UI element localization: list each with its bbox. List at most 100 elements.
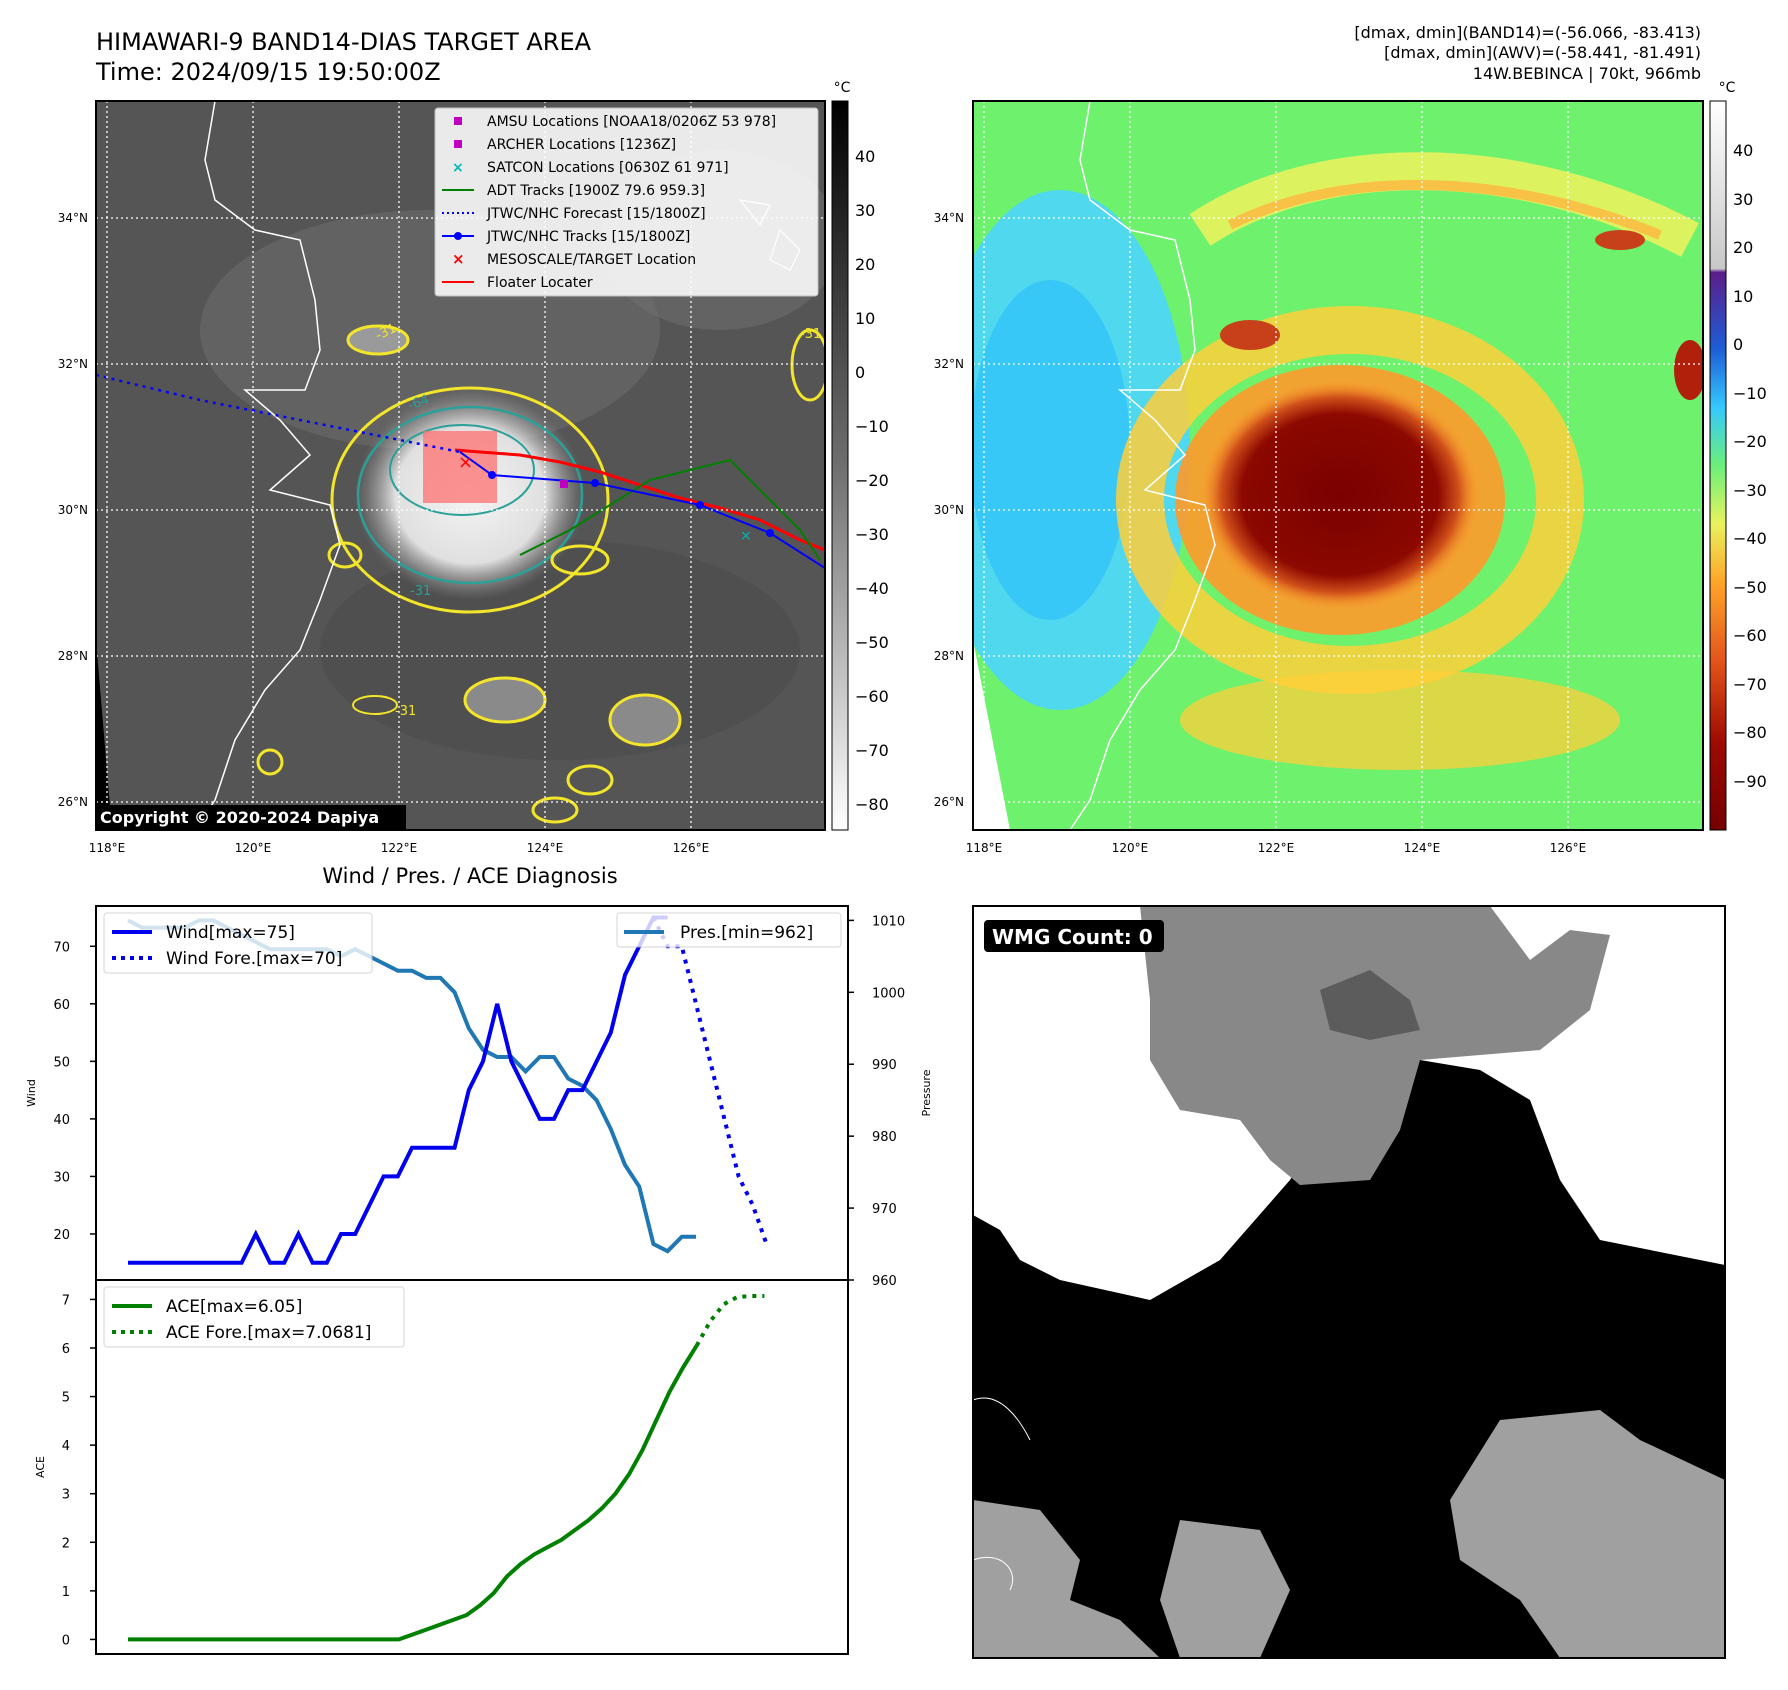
awv-cbar-tick: −50 bbox=[1733, 578, 1767, 597]
awv-moist-north-blob bbox=[1220, 320, 1280, 350]
ir-cbar-tick: 0 bbox=[855, 363, 865, 382]
awv-lat-tick: 34°N bbox=[934, 211, 964, 225]
ace-ytick-label: 0 bbox=[62, 1633, 70, 1648]
ir-lat-ticks: 34°N 32°N 30°N 28°N 26°N bbox=[58, 211, 88, 809]
ir-contour-yellow-s4 bbox=[531, 796, 579, 824]
legend-satcon-marker: × bbox=[452, 160, 464, 176]
ir-contour-yellow-s7 bbox=[256, 748, 284, 776]
pressure-ytick-label: 960 bbox=[872, 1274, 897, 1289]
ir-lat-tick: 34°N bbox=[58, 211, 88, 225]
awv-cbar-tick: −60 bbox=[1733, 626, 1767, 645]
awv-cbar-tick: −90 bbox=[1733, 772, 1767, 791]
ace-ylabel: ACE bbox=[34, 1456, 47, 1478]
legend-forecast-label: JTWC/NHC Forecast [15/1800Z] bbox=[486, 206, 706, 222]
legend-floater-label: Floater Locater bbox=[487, 275, 593, 291]
legend-archer-marker bbox=[454, 140, 462, 148]
awv-lon-tick: 120°E bbox=[1112, 841, 1149, 855]
pressure-legend-box bbox=[616, 912, 842, 948]
ir-cbar-tick: −50 bbox=[855, 633, 889, 652]
ir-target-marker: × bbox=[458, 452, 473, 473]
ir-lon-tick: 120°E bbox=[235, 841, 272, 855]
wmg-panel: WMG Count: 0 bbox=[972, 905, 1726, 1659]
ir-lon-tick: 126°E bbox=[673, 841, 710, 855]
legend-satcon-label: SATCON Locations [0630Z 61 971] bbox=[487, 160, 729, 176]
wmg-gray-upper bbox=[1140, 906, 1610, 1185]
ir-floater-locater bbox=[454, 448, 825, 552]
ace-ytick-label: 7 bbox=[62, 1293, 70, 1308]
diagnosis-title: Wind / Pres. / ACE Diagnosis bbox=[322, 864, 617, 888]
awv-colorbar: °C 40 30 20 10 0 −10 −20 −30 −40 −50 −60… bbox=[1709, 80, 1767, 831]
awv-lat-tick: 28°N bbox=[934, 649, 964, 663]
ir-jtwc-point-3 bbox=[696, 501, 704, 509]
ir-cbar-tick: 40 bbox=[855, 147, 875, 166]
wind-ylabel: Wind bbox=[25, 1079, 38, 1107]
awv-dry-west-inner bbox=[973, 280, 1130, 620]
pressure-legend: Pres.[min=962] bbox=[616, 912, 842, 948]
copyright-text: Copyright © 2020-2024 Dapiya bbox=[100, 808, 379, 827]
legend-amsu-label: AMSU Locations [NOAA18/0206Z 53 978] bbox=[487, 114, 776, 130]
ir-contour-label-south: -31 bbox=[410, 584, 431, 599]
ir-cbar-tick: −20 bbox=[855, 471, 889, 490]
ir-contour-yellow-s1 bbox=[463, 676, 547, 724]
legend-archer-label: ARCHER Locations [1236Z] bbox=[487, 137, 676, 153]
ir-cbar-tick: −80 bbox=[855, 795, 889, 814]
awv-moist-ne-blob bbox=[1595, 230, 1645, 250]
stats-line3: 14W.BEBINCA | 70kt, 966mb bbox=[1473, 64, 1701, 83]
legend-amsu-marker bbox=[454, 117, 462, 125]
wind-yticks: 20 30 40 50 60 70 bbox=[53, 940, 96, 1243]
ir-lon-tick: 122°E bbox=[381, 841, 418, 855]
awv-lat-ticks: 34°N 32°N 30°N 28°N 26°N bbox=[934, 211, 964, 809]
wind-legend-box bbox=[103, 912, 373, 974]
wind-ytick-label: 60 bbox=[53, 998, 70, 1013]
awv-moist-band-north-inner bbox=[1227, 180, 1662, 240]
ir-lat-tick: 30°N bbox=[58, 503, 88, 517]
wind-ytick-label: 50 bbox=[53, 1055, 70, 1070]
ir-cloud-south bbox=[320, 540, 800, 760]
ir-cbar-tick: −10 bbox=[855, 417, 889, 436]
ir-no-data-wedge bbox=[96, 640, 112, 830]
ir-contour-teal-main bbox=[356, 405, 584, 585]
wind-ytick-label: 20 bbox=[53, 1228, 70, 1243]
ir-cbar-tick: 20 bbox=[855, 255, 875, 274]
awv-cbar-tick: −70 bbox=[1733, 675, 1767, 694]
ir-amsu-marker bbox=[560, 480, 568, 488]
wmg-darkgray-upper bbox=[1320, 970, 1420, 1040]
copyright-badge bbox=[96, 805, 406, 829]
awv-lat-tick: 30°N bbox=[934, 503, 964, 517]
ace-legend: ACE[max=6.05] ACE Fore.[max=7.0681] bbox=[103, 1286, 405, 1348]
awv-moist-south bbox=[1180, 670, 1620, 770]
ir-contour-label-sw: -31 bbox=[395, 704, 416, 719]
awv-cbar-tick: −20 bbox=[1733, 432, 1767, 451]
wind-line bbox=[128, 915, 668, 1265]
awv-cbar-tick: −80 bbox=[1733, 723, 1767, 742]
wind-fore-legend-label: Wind Fore.[max=70] bbox=[166, 949, 342, 969]
ir-contour-yellow-east bbox=[790, 328, 825, 402]
ir-lat-tick: 32°N bbox=[58, 357, 88, 371]
awv-satellite-map: 118°E 120°E 122°E 124°E 126°E 34°N 32°N … bbox=[934, 80, 1767, 855]
ace-yticks: 0 1 2 3 4 5 6 7 bbox=[62, 1293, 96, 1648]
ir-jtwc-point-2 bbox=[591, 479, 599, 487]
pressure-ytick-label: 970 bbox=[872, 1202, 897, 1217]
ir-lat-tick: 28°N bbox=[58, 649, 88, 663]
pressure-yticks: 960 970 980 990 1000 1010 bbox=[848, 914, 905, 1289]
awv-cbar-tick: −10 bbox=[1733, 384, 1767, 403]
ir-map-frame bbox=[95, 100, 826, 831]
ir-satellite-map: -31 -64 -31 -31 -31 × × bbox=[58, 80, 889, 855]
ir-coastline bbox=[194, 101, 341, 830]
awv-no-data-wedge bbox=[973, 640, 1010, 830]
awv-colorbar-unit: °C bbox=[1719, 80, 1736, 96]
legend-target-label: MESOSCALE/TARGET Location bbox=[487, 252, 696, 268]
ace-ytick-label: 5 bbox=[62, 1391, 70, 1406]
figure-title-line2: Time: 2024/09/15 19:50:00Z bbox=[95, 58, 441, 86]
pressure-ylabel: Pressure bbox=[920, 1069, 933, 1116]
ir-contour-yellow-north bbox=[346, 324, 410, 356]
ace-legend-box bbox=[103, 1286, 405, 1348]
ir-cbar-tick: −60 bbox=[855, 687, 889, 706]
ace-ytick-label: 4 bbox=[62, 1439, 70, 1454]
ir-jtwc-forecast bbox=[96, 373, 461, 454]
wmg-frame bbox=[972, 905, 1726, 1659]
ir-contour-label-east: -31 bbox=[800, 327, 821, 342]
legend-target-marker: × bbox=[452, 250, 465, 268]
ace-ytick-label: 6 bbox=[62, 1342, 70, 1357]
